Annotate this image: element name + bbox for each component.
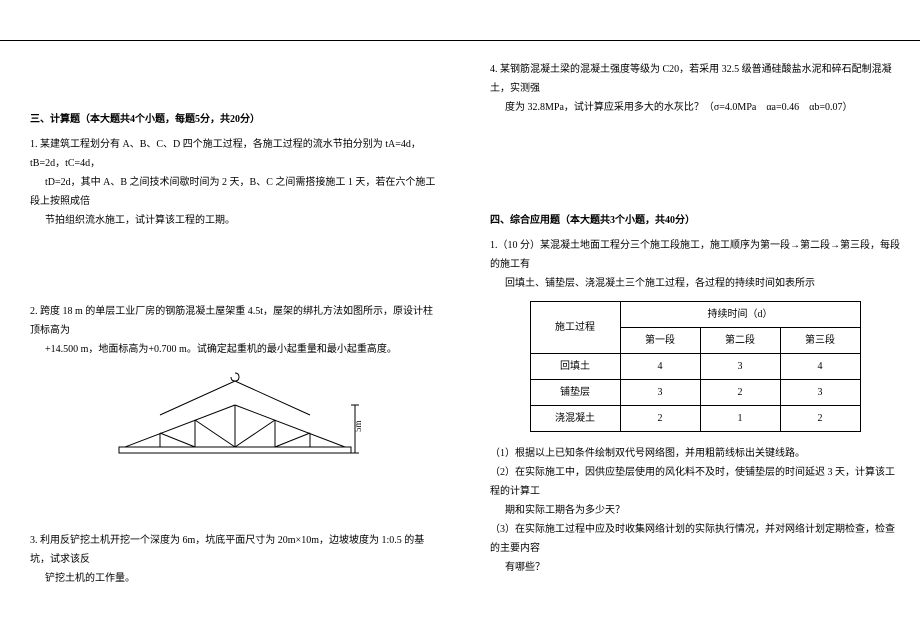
cell: 3 [620,380,700,406]
table-header-row-1: 施工过程 持续时间（d） [530,302,860,328]
cell: 2 [700,380,780,406]
s4q1-line2: 回填土、铺垫层、浇混凝土三个施工过程，各过程的持续时间如表所示 [490,274,900,293]
sub-question-1: （1）根据以上已知条件绘制双代号网络图，并用粗箭线标出关键线路。 [490,444,900,463]
row-label: 铺垫层 [530,380,620,406]
section-4-title: 四、综合应用题（本大题共3个小题，共40分） [490,211,900,226]
th-duration: 持续时间（d） [620,302,860,328]
q1-line2: tD=2d，其中 A、B 之间技术间歇时间为 2 天，B、C 之间需搭接施工 1… [30,173,440,211]
section4-question-1: 1.（10 分）某混凝土地面工程分三个施工段施工，施工顺序为第一段→第二段→第三… [490,236,900,577]
q1-line3: 节拍组织流水施工，试计算该工程的工期。 [30,211,440,230]
cell: 4 [620,354,700,380]
right-column: 4. 某钢筋混凝土梁的混凝土强度等级为 C20，若采用 32.5 级普通硅酸盐水… [460,0,920,637]
sub-question-2-l2: 期和实际工期各为多少天？ [490,501,900,520]
duration-table: 施工过程 持续时间（d） 第一段 第二段 第三段 回填土 4 3 4 铺垫层 3 [530,301,861,432]
section-3-title: 三、计算题（本大题共4个小题，每题5分，共20分） [30,110,440,125]
cell: 4 [780,354,860,380]
s4q1-line1: 1.（10 分）某混凝土地面工程分三个施工段施工，施工顺序为第一段→第二段→第三… [490,236,900,274]
question-1: 1. 某建筑工程划分有 A、B、C、D 四个施工过程，各施工过程的流水节拍分别为… [30,135,440,230]
row-label: 回填土 [530,354,620,380]
cell: 3 [780,380,860,406]
q4-line1: 4. 某钢筋混凝土梁的混凝土强度等级为 C20，若采用 32.5 级普通硅酸盐水… [490,60,900,98]
sub-question-2-l1: （2）在实际施工中，因供应垫层使用的风化料不及时，使铺垫层的时间延迟 3 天，计… [490,463,900,501]
truss-diagram: 5m [105,367,365,467]
table-row: 回填土 4 3 4 [530,354,860,380]
row-label: 浇混凝土 [530,406,620,432]
cell: 2 [780,406,860,432]
cell: 1 [700,406,780,432]
q4-line2: 度为 32.8MPa，试计算应采用多大的水灰比？（σ=4.0MPa αa=0.4… [490,98,900,117]
q2-line2: +14.500 m，地面标高为+0.700 m。试确定起重机的最小起重量和最小起… [30,340,440,359]
spacer [30,481,440,531]
q2-line1: 2. 跨度 18 m 的单层工业厂房的钢筋混凝土屋架重 4.5t，屋架的绑扎方法… [30,302,440,340]
q3-line1: 3. 利用反铲挖土机开挖一个深度为 6m，坑底平面尺寸为 20m×10m，边坡坡… [30,531,440,569]
sub-question-3-l2: 有哪些？ [490,558,900,577]
cell: 2 [620,406,700,432]
page: 三、计算题（本大题共4个小题，每题5分，共20分） 1. 某建筑工程划分有 A、… [0,0,920,637]
q1-line1: 1. 某建筑工程划分有 A、B、C、D 四个施工过程，各施工过程的流水节拍分别为… [30,135,440,173]
question-4: 4. 某钢筋混凝土梁的混凝土强度等级为 C20，若采用 32.5 级普通硅酸盐水… [490,60,900,117]
cell: 3 [700,354,780,380]
spacer [490,131,900,201]
left-column: 三、计算题（本大题共4个小题，每题5分，共20分） 1. 某建筑工程划分有 A、… [0,0,460,637]
question-3: 3. 利用反铲挖土机开挖一个深度为 6m，坑底平面尺寸为 20m×10m，边坡坡… [30,531,440,588]
truss-dim-label: 5m [353,420,363,432]
th-process: 施工过程 [530,302,620,354]
question-2: 2. 跨度 18 m 的单层工业厂房的钢筋混凝土屋架重 4.5t，屋架的绑扎方法… [30,302,440,467]
table-row: 浇混凝土 2 1 2 [530,406,860,432]
th-seg2: 第二段 [700,328,780,354]
table-row: 铺垫层 3 2 3 [530,380,860,406]
sub-question-3-l1: （3）在实际施工过程中应及时收集网络计划的实际执行情况，并对网络计划定期检查，检… [490,520,900,558]
th-seg3: 第三段 [780,328,860,354]
spacer [30,244,440,302]
q3-line2: 铲挖土机的工作量。 [30,569,440,588]
th-seg1: 第一段 [620,328,700,354]
